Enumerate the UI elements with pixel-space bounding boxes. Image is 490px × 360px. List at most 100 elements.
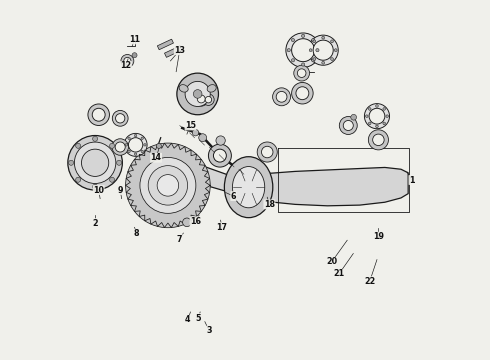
Text: 13: 13 <box>174 46 185 55</box>
Circle shape <box>192 130 199 136</box>
Circle shape <box>194 92 208 106</box>
Circle shape <box>334 49 337 51</box>
Polygon shape <box>152 157 248 196</box>
Text: 18: 18 <box>264 200 275 209</box>
Circle shape <box>199 134 207 141</box>
Circle shape <box>140 157 196 213</box>
Circle shape <box>214 149 226 162</box>
Text: 17: 17 <box>216 223 227 232</box>
Circle shape <box>292 39 294 42</box>
Circle shape <box>262 146 273 158</box>
Circle shape <box>312 39 315 42</box>
Text: 4: 4 <box>185 315 191 324</box>
Text: 11: 11 <box>129 35 140 44</box>
Circle shape <box>116 114 125 123</box>
Circle shape <box>148 166 188 205</box>
Circle shape <box>343 121 353 131</box>
Circle shape <box>81 149 109 176</box>
Circle shape <box>297 69 306 77</box>
Ellipse shape <box>232 167 265 208</box>
Circle shape <box>331 40 334 43</box>
Circle shape <box>386 115 389 117</box>
Circle shape <box>369 108 385 124</box>
Text: 8: 8 <box>134 229 140 238</box>
Text: 3: 3 <box>206 326 212 335</box>
Circle shape <box>134 134 137 137</box>
Circle shape <box>216 136 225 145</box>
Circle shape <box>312 59 315 62</box>
Text: 15: 15 <box>185 121 196 130</box>
Text: 2: 2 <box>92 219 98 228</box>
Circle shape <box>286 33 320 67</box>
Circle shape <box>322 36 324 39</box>
Circle shape <box>110 177 115 182</box>
Circle shape <box>339 117 357 134</box>
Polygon shape <box>157 39 173 50</box>
Text: 19: 19 <box>373 232 384 241</box>
Circle shape <box>292 39 315 62</box>
Text: 9: 9 <box>118 185 123 194</box>
Circle shape <box>316 49 319 52</box>
Text: 14: 14 <box>150 153 162 162</box>
Text: 5: 5 <box>196 314 201 323</box>
Circle shape <box>366 115 368 117</box>
Circle shape <box>141 150 144 153</box>
Circle shape <box>376 125 378 128</box>
Circle shape <box>68 135 122 190</box>
Circle shape <box>69 160 74 165</box>
Ellipse shape <box>207 85 216 92</box>
Circle shape <box>292 82 313 104</box>
Circle shape <box>383 108 386 110</box>
Text: 6: 6 <box>231 192 236 201</box>
Text: 1: 1 <box>409 176 415 185</box>
Circle shape <box>177 73 219 115</box>
Circle shape <box>331 58 334 60</box>
Circle shape <box>194 90 202 98</box>
Circle shape <box>208 144 231 167</box>
Circle shape <box>308 35 338 65</box>
Circle shape <box>313 40 333 60</box>
Circle shape <box>373 134 384 145</box>
Circle shape <box>110 143 115 148</box>
Circle shape <box>75 143 81 148</box>
Circle shape <box>351 114 357 120</box>
Polygon shape <box>165 46 182 57</box>
Text: 21: 21 <box>333 269 344 278</box>
Circle shape <box>313 40 316 43</box>
Circle shape <box>115 142 125 152</box>
Circle shape <box>301 34 305 37</box>
Circle shape <box>134 153 137 156</box>
Circle shape <box>125 144 127 146</box>
Text: 20: 20 <box>326 257 337 266</box>
Circle shape <box>368 122 371 125</box>
Text: 12: 12 <box>121 62 131 71</box>
Circle shape <box>156 143 161 148</box>
Circle shape <box>376 105 378 107</box>
Circle shape <box>368 108 371 110</box>
Circle shape <box>313 58 316 60</box>
Circle shape <box>272 88 291 106</box>
Circle shape <box>301 63 305 66</box>
Text: 22: 22 <box>364 276 375 285</box>
Circle shape <box>257 142 277 162</box>
Circle shape <box>121 54 134 67</box>
Circle shape <box>112 111 128 126</box>
Circle shape <box>144 144 146 146</box>
Circle shape <box>368 130 389 150</box>
Text: 10: 10 <box>93 185 104 194</box>
Circle shape <box>88 104 109 126</box>
Circle shape <box>383 122 386 125</box>
Circle shape <box>287 49 291 52</box>
Circle shape <box>292 59 294 62</box>
Circle shape <box>117 160 122 165</box>
Circle shape <box>309 49 312 51</box>
Circle shape <box>124 134 147 156</box>
Circle shape <box>128 138 143 152</box>
Circle shape <box>132 53 137 58</box>
Circle shape <box>322 61 324 64</box>
Circle shape <box>141 137 144 139</box>
Circle shape <box>128 150 130 153</box>
Circle shape <box>276 91 287 102</box>
Text: 7: 7 <box>177 235 182 244</box>
Circle shape <box>75 177 81 182</box>
